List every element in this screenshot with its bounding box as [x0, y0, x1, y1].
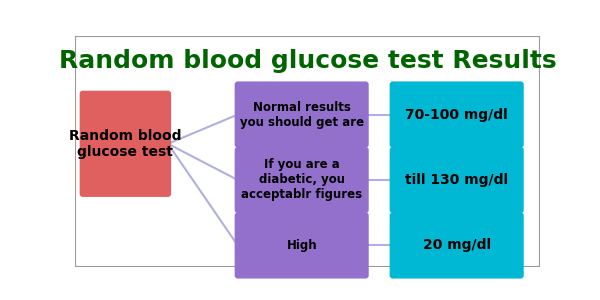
FancyBboxPatch shape [389, 81, 524, 148]
FancyBboxPatch shape [235, 81, 369, 148]
Text: 20 mg/dl: 20 mg/dl [422, 238, 491, 252]
FancyBboxPatch shape [235, 147, 369, 213]
FancyBboxPatch shape [389, 147, 524, 213]
FancyBboxPatch shape [235, 212, 369, 278]
Text: Random blood
glucose test: Random blood glucose test [69, 129, 182, 159]
Text: 70-100 mg/dl: 70-100 mg/dl [406, 107, 508, 122]
FancyBboxPatch shape [80, 91, 171, 197]
Text: If you are a
diabetic, you
acceptablr figures: If you are a diabetic, you acceptablr fi… [241, 158, 362, 202]
Text: till 130 mg/dl: till 130 mg/dl [405, 173, 508, 187]
Text: Random blood glucose test Results: Random blood glucose test Results [59, 49, 556, 73]
FancyBboxPatch shape [389, 212, 524, 278]
Text: Normal results
you should get are: Normal results you should get are [239, 100, 364, 128]
Text: High: High [286, 239, 317, 252]
